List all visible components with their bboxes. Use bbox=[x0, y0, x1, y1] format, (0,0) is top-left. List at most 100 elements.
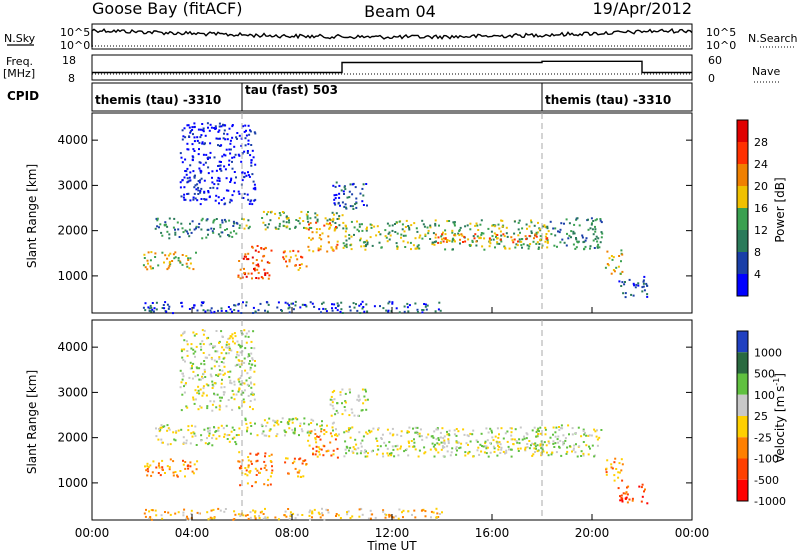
scatter-cell bbox=[266, 213, 268, 216]
scatter-cell bbox=[144, 266, 147, 269]
scatter-cell bbox=[269, 483, 272, 486]
scatter-cell bbox=[482, 232, 485, 235]
scatter-cell bbox=[359, 507, 362, 510]
scatter-cell bbox=[247, 227, 250, 230]
scatter-cell bbox=[181, 179, 184, 182]
scatter-cell bbox=[560, 424, 563, 427]
x-tick-label: 00:00 bbox=[75, 526, 110, 540]
scatter-cell bbox=[148, 307, 151, 310]
scatter-cell bbox=[186, 265, 189, 268]
scatter-cell bbox=[254, 188, 257, 191]
scatter-cell bbox=[235, 136, 238, 139]
scatter-cell bbox=[264, 464, 267, 467]
scatter-cell bbox=[340, 301, 343, 304]
scatter-cell bbox=[585, 434, 588, 437]
scatter-cell bbox=[624, 497, 627, 500]
scatter-cell bbox=[254, 481, 257, 484]
scatter-cell bbox=[464, 454, 467, 457]
scatter-cell bbox=[365, 239, 368, 242]
scatter-cell bbox=[204, 134, 207, 137]
scatter-cell bbox=[466, 434, 469, 437]
cpid-segment-label: tau (fast) 503 bbox=[245, 83, 338, 97]
scatter-cell bbox=[231, 333, 234, 336]
scatter-cell bbox=[218, 369, 221, 372]
scatter-cell bbox=[237, 343, 240, 346]
scatter-cell bbox=[202, 343, 205, 346]
scatter-cell bbox=[238, 460, 241, 463]
scatter-cell bbox=[221, 231, 224, 234]
scatter-cell bbox=[344, 230, 347, 233]
scatter-cell bbox=[217, 144, 219, 147]
scatter-cell bbox=[326, 219, 329, 222]
scatter-cell bbox=[190, 343, 193, 346]
scatter-cell bbox=[332, 429, 334, 432]
scatter-cell bbox=[476, 449, 479, 452]
scatter-cell bbox=[229, 142, 232, 145]
scatter-cell bbox=[305, 213, 308, 216]
scatter-cell bbox=[169, 513, 172, 516]
scatter-cell bbox=[192, 170, 195, 173]
scatter-cell bbox=[596, 245, 599, 248]
scatter-cell bbox=[280, 421, 283, 423]
scatter-cell bbox=[296, 513, 299, 516]
scatter-cell bbox=[197, 186, 200, 189]
freq-label: Freq. bbox=[6, 55, 33, 68]
scatter-cell bbox=[158, 428, 161, 430]
scatter-cell bbox=[327, 223, 330, 226]
scatter-cell bbox=[521, 238, 524, 241]
scatter-cell bbox=[185, 442, 188, 445]
scatter-cell bbox=[537, 427, 540, 430]
scatter-cell bbox=[391, 229, 394, 232]
scatter-cell bbox=[203, 368, 206, 371]
scatter-cell bbox=[323, 445, 326, 448]
scatter-cell bbox=[202, 372, 205, 375]
scatter-cell bbox=[339, 391, 342, 394]
scatter-cell bbox=[405, 219, 408, 222]
scatter-cell bbox=[624, 296, 627, 299]
scatter-cell bbox=[314, 437, 317, 439]
scatter-cell bbox=[382, 455, 385, 458]
scatter-cell bbox=[173, 257, 176, 260]
scatter-cell bbox=[259, 471, 261, 474]
scatter-cell bbox=[333, 198, 336, 201]
scatter-cell bbox=[278, 212, 281, 214]
scatter-cell bbox=[550, 453, 553, 456]
scatter-cell bbox=[209, 187, 212, 189]
scatter-cell bbox=[502, 437, 505, 440]
scatter-cell bbox=[645, 282, 648, 285]
scatter-cell bbox=[155, 466, 158, 469]
scatter-cell bbox=[238, 427, 241, 430]
scatter-cell bbox=[220, 169, 223, 172]
scatter-cell bbox=[222, 357, 225, 360]
scatter-cell bbox=[331, 220, 334, 223]
scatter-cell bbox=[215, 406, 218, 409]
scatter-cell bbox=[224, 168, 227, 171]
scatter-cell bbox=[414, 302, 417, 305]
scatter-cell bbox=[370, 450, 373, 453]
scatter-cell bbox=[159, 223, 162, 226]
scatter-cell bbox=[237, 378, 240, 381]
scatter-cell bbox=[237, 274, 240, 277]
scatter-cell bbox=[473, 237, 476, 240]
scatter-cell bbox=[254, 517, 257, 520]
scatter-cell bbox=[256, 434, 259, 437]
scatter-cell bbox=[286, 265, 289, 268]
scatter-cell bbox=[396, 448, 399, 451]
scatter-cell bbox=[194, 375, 197, 378]
scatter-cell bbox=[380, 246, 383, 249]
scatter-cell bbox=[187, 180, 190, 183]
scatter-cell bbox=[198, 512, 201, 515]
scatter-cell bbox=[308, 444, 311, 447]
scatter-cell bbox=[263, 460, 266, 463]
scatter-cell bbox=[213, 227, 215, 230]
scatter-cell bbox=[226, 138, 229, 141]
scatter-cell bbox=[191, 128, 194, 131]
scatter-cell bbox=[221, 221, 224, 224]
scatter-cell bbox=[230, 199, 233, 202]
scatter-cell bbox=[231, 235, 234, 238]
scatter-cell bbox=[373, 305, 376, 308]
scatter-cell bbox=[209, 373, 212, 376]
scatter-cell bbox=[621, 463, 624, 466]
scatter-cell bbox=[208, 129, 211, 132]
scatter-cell bbox=[185, 405, 188, 408]
